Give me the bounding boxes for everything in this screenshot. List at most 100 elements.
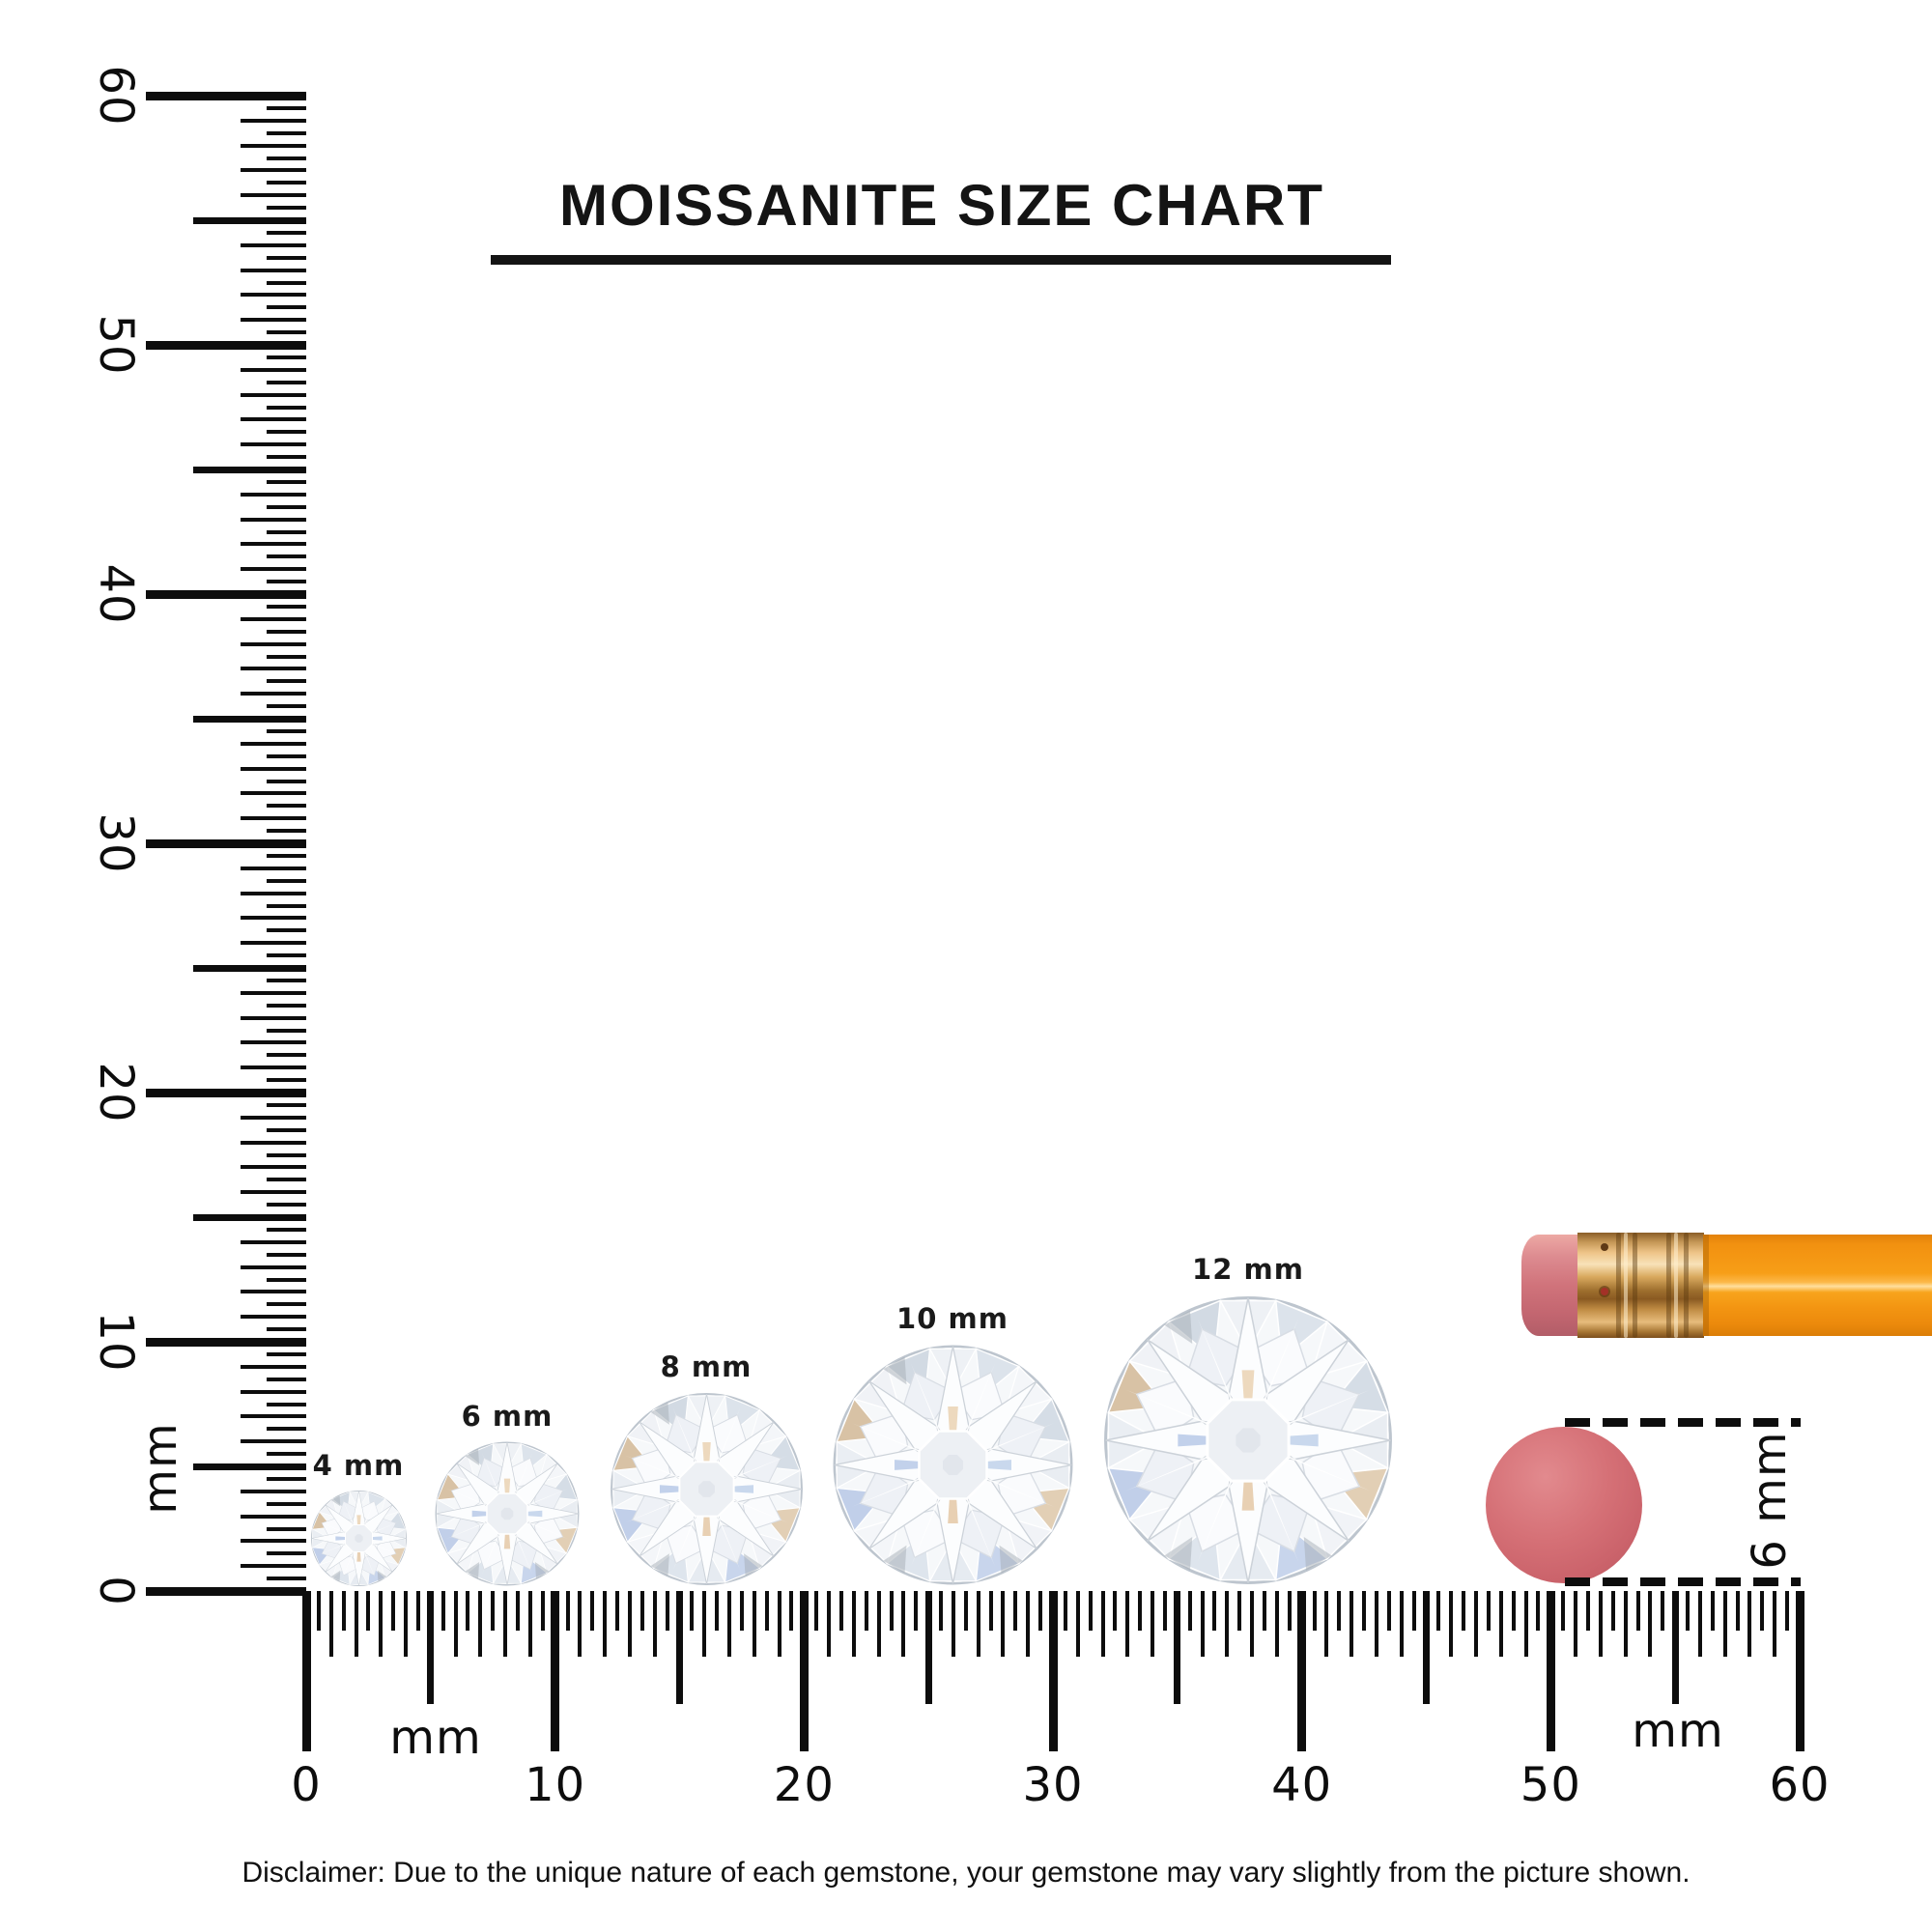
vertical-ruler-tick [241, 891, 306, 895]
horizontal-ruler-tick [676, 1591, 683, 1704]
vertical-ruler-tick [241, 1015, 306, 1020]
vertical-ruler-tick [241, 1065, 306, 1070]
eraser-end-circle [1486, 1427, 1642, 1583]
horizontal-ruler-tick [551, 1591, 560, 1751]
horizontal-ruler-tick [478, 1591, 483, 1657]
horizontal-ruler-tick [1423, 1591, 1430, 1704]
ferrule-crimp-line [1633, 1233, 1637, 1338]
horizontal-ruler-tick [1100, 1591, 1105, 1657]
horizontal-ruler-tick [752, 1591, 756, 1657]
vertical-ruler-tick [241, 1489, 306, 1493]
gem-size-label: 6 mm [461, 1400, 554, 1433]
horizontal-ruler-tick [1287, 1591, 1292, 1631]
horizontal-ruler-tick [924, 1591, 932, 1704]
vertical-ruler-tick [267, 629, 306, 634]
horizontal-ruler-tick [1038, 1591, 1043, 1631]
vertical-ruler-tick [267, 580, 306, 584]
horizontal-ruler-unit-label-right: mm [1632, 1704, 1724, 1758]
horizontal-ruler-tick [1610, 1591, 1615, 1631]
vertical-ruler-tick [267, 529, 306, 534]
horizontal-ruler-tick [1013, 1591, 1018, 1631]
vertical-ruler-tick [241, 1190, 306, 1195]
vertical-ruler-tick [267, 479, 306, 484]
horizontal-ruler-tick [1648, 1591, 1653, 1657]
vertical-ruler-tick [267, 853, 306, 858]
horizontal-ruler-tick [578, 1591, 582, 1657]
horizontal-ruler-tick [1671, 1591, 1679, 1704]
vertical-ruler-tick [267, 305, 306, 310]
vertical-ruler-tick [267, 1501, 306, 1506]
horizontal-ruler-tick [1187, 1591, 1192, 1631]
horizontal-ruler-tick [889, 1591, 894, 1631]
horizontal-ruler-tick [391, 1591, 396, 1631]
horizontal-ruler-tick [1125, 1591, 1130, 1657]
vertical-ruler-tick [267, 405, 306, 410]
vertical-ruler-tick [267, 455, 306, 460]
horizontal-ruler-tick [516, 1591, 521, 1631]
horizontal-ruler-tick [1661, 1591, 1665, 1631]
vertical-ruler-tick [267, 1003, 306, 1008]
horizontal-ruler-tick [427, 1591, 435, 1704]
horizontal-ruler-tick [328, 1591, 333, 1657]
vertical-ruler-tick [241, 268, 306, 272]
vertical-ruler-tick [267, 206, 306, 211]
horizontal-ruler-tick [1250, 1591, 1255, 1657]
vertical-ruler-tick [241, 1264, 306, 1269]
page-title: MOISSANITE SIZE CHART [558, 173, 1325, 238]
horizontal-ruler-tick [415, 1591, 420, 1631]
gem-illustration [1104, 1296, 1392, 1584]
vertical-ruler-tick [267, 1551, 306, 1556]
horizontal-ruler-tick [988, 1591, 993, 1631]
vertical-ruler-tick [193, 1213, 306, 1221]
vertical-ruler-tick [241, 417, 306, 422]
vertical-ruler-tick [241, 1165, 306, 1170]
callout-dashed-line-bottom [1565, 1577, 1801, 1586]
vertical-ruler-tick [267, 1127, 306, 1132]
horizontal-ruler-tick [851, 1591, 856, 1657]
vertical-ruler-number: 10 [89, 1311, 143, 1373]
ferrule-crimp-highlight [1624, 1233, 1628, 1338]
vertical-ruler-tick [267, 1402, 306, 1406]
horizontal-ruler-tick [1362, 1591, 1367, 1631]
vertical-ruler-tick [241, 542, 306, 547]
vertical-ruler-tick [146, 91, 306, 100]
vertical-ruler-tick [241, 1040, 306, 1045]
horizontal-ruler-tick [1474, 1591, 1479, 1657]
horizontal-ruler-tick [1113, 1591, 1118, 1631]
vertical-ruler-tick [193, 715, 306, 723]
vertical-ruler-tick [241, 517, 306, 522]
horizontal-ruler-tick [1511, 1591, 1516, 1631]
vertical-ruler-tick [267, 1427, 306, 1432]
vertical-ruler-tick [267, 1377, 306, 1381]
vertical-ruler-tick [267, 1351, 306, 1356]
horizontal-ruler-tick [1174, 1591, 1181, 1704]
vertical-ruler-tick [267, 1028, 306, 1033]
horizontal-ruler-tick [1063, 1591, 1067, 1631]
horizontal-ruler-tick [491, 1591, 496, 1631]
horizontal-ruler-tick [939, 1591, 944, 1631]
gem-illustration [435, 1441, 580, 1586]
vertical-ruler-tick [267, 604, 306, 609]
callout-dashed-line-top [1565, 1418, 1801, 1427]
gem-10mm [831, 1343, 1075, 1587]
horizontal-ruler-tick [354, 1591, 358, 1657]
vertical-ruler-tick [241, 392, 306, 397]
horizontal-ruler-tick [1411, 1591, 1416, 1631]
vertical-ruler-number: 40 [89, 563, 143, 625]
vertical-ruler-tick [267, 181, 306, 185]
vertical-ruler-tick [241, 791, 306, 796]
horizontal-ruler-tick [1697, 1591, 1702, 1657]
horizontal-ruler-tick [702, 1591, 707, 1657]
vertical-ruler-tick [241, 990, 306, 995]
horizontal-ruler-tick [715, 1591, 720, 1631]
vertical-ruler-tick [241, 1389, 306, 1394]
vertical-ruler-tick [241, 1115, 306, 1120]
horizontal-ruler-tick [799, 1591, 809, 1751]
vertical-ruler-tick [241, 143, 306, 148]
vertical-ruler-tick [241, 1514, 306, 1519]
horizontal-ruler-tick [1001, 1591, 1006, 1657]
horizontal-ruler-tick [615, 1591, 620, 1631]
vertical-ruler-tick [267, 978, 306, 982]
horizontal-ruler-tick [1773, 1591, 1777, 1657]
vertical-ruler-tick [267, 1252, 306, 1257]
